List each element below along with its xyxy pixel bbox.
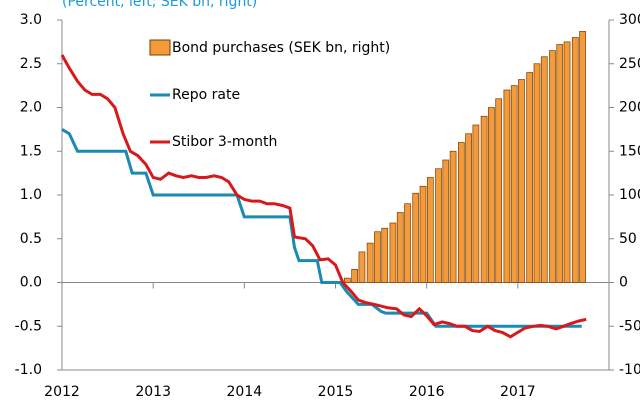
bar xyxy=(518,79,525,283)
y-tick-label: 0.5 xyxy=(20,231,42,247)
bar xyxy=(449,150,457,283)
y2-tick-label: 200 xyxy=(619,100,640,116)
bar xyxy=(472,124,480,283)
legend-label: Stibor 3-month xyxy=(172,134,277,150)
x-tick-label: 2017 xyxy=(500,384,536,400)
bar xyxy=(366,242,374,283)
legend-swatch xyxy=(149,39,171,56)
bar xyxy=(540,56,548,283)
bar xyxy=(503,89,511,283)
y2-tick-label: 150 xyxy=(619,143,640,159)
line xyxy=(61,128,582,328)
bar xyxy=(457,142,465,283)
bar xyxy=(465,133,472,283)
bar xyxy=(426,177,434,283)
y-tick-label: 2.5 xyxy=(20,56,42,72)
bar xyxy=(556,44,564,283)
bar xyxy=(358,251,366,283)
bar xyxy=(533,63,541,283)
bar xyxy=(563,41,571,283)
x-tick-label: 2013 xyxy=(135,384,171,400)
y-tick-label: 3.0 xyxy=(20,12,42,28)
bar xyxy=(480,115,488,283)
y2-tick-label: 300 xyxy=(619,12,640,28)
y2-tick-label: 50 xyxy=(619,231,637,247)
legend: Bond purchases (SEK bn, right) Repo rate… xyxy=(149,39,390,150)
y-tick-label: 1.0 xyxy=(20,187,42,203)
bar xyxy=(549,50,556,283)
bar xyxy=(396,212,404,283)
bar xyxy=(419,185,427,283)
chart-subtitle: (Percent, left; SEK bn, right) xyxy=(62,0,257,10)
bar xyxy=(442,159,450,283)
y2-tick-label: -100 xyxy=(619,362,640,378)
y2-tick-label: 250 xyxy=(619,56,640,72)
y-tick-label: 2.0 xyxy=(20,100,42,116)
y2-tick-label: 100 xyxy=(619,187,640,203)
y2-tick-label: 0 xyxy=(619,275,628,291)
plot: -1.0 -0.5 0.0 0.5 1.0 1.5 2.0 2.5 3.0 -100 -50 0 50 1… xyxy=(15,12,640,400)
bar xyxy=(374,231,381,283)
bar xyxy=(495,98,503,283)
x-tick-label: 2012 xyxy=(44,384,80,400)
bar xyxy=(404,203,411,283)
y-tick-label: 0.0 xyxy=(20,275,42,291)
y-tick-label: 1.5 xyxy=(20,143,42,159)
bar xyxy=(389,222,397,283)
bar xyxy=(381,227,389,283)
bar xyxy=(571,37,579,283)
bar xyxy=(510,85,518,283)
legend-label: Bond purchases (SEK bn, right) xyxy=(172,40,390,56)
x-tick-label: 2015 xyxy=(318,384,354,400)
x-tick-label: 2016 xyxy=(409,384,445,400)
y2-tick-label: -50 xyxy=(619,318,640,334)
y-tick-label: -0.5 xyxy=(15,318,42,334)
bar xyxy=(488,107,495,283)
bar xyxy=(344,277,351,283)
line xyxy=(60,54,587,339)
y-tick-label: -1.0 xyxy=(15,362,42,378)
bar xyxy=(412,192,420,283)
bar xyxy=(351,269,358,283)
legend-label: Repo rate xyxy=(172,87,240,103)
bar xyxy=(526,72,534,283)
bar xyxy=(435,168,442,283)
bar xyxy=(579,31,586,283)
x-tick-label: 2014 xyxy=(227,384,263,400)
